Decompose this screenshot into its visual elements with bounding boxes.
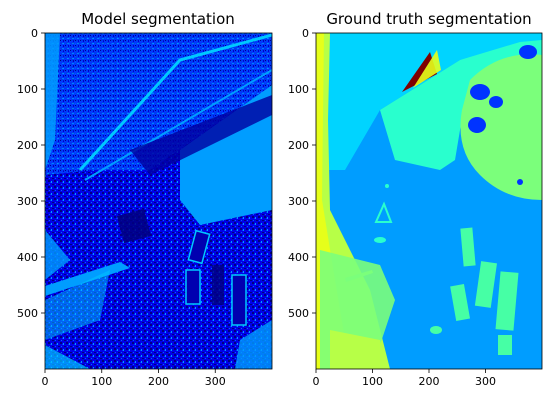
left-x-tick-label: 200 (148, 375, 169, 388)
left-y-tick-label: 100 (17, 83, 38, 96)
ground-truth-panel: Ground truth segmentation (288, 10, 543, 388)
right-y-tick-label: 0 (302, 27, 309, 40)
model-segmentation-panel: Model segmentation (17, 10, 273, 388)
left-x-tick-label: 100 (91, 375, 112, 388)
left-title: Model segmentation (81, 10, 235, 28)
right-title: Ground truth segmentation (326, 10, 531, 28)
right-y-tick-label: 300 (288, 195, 309, 208)
left-ticks: 0 100 200 300 0 100 200 300 400 500 (17, 27, 226, 388)
left-y-tick-label: 200 (17, 139, 38, 152)
right-y-tick-label: 400 (288, 251, 309, 264)
right-y-tick-label: 500 (288, 307, 309, 320)
right-x-tick-label: 0 (313, 375, 320, 388)
ground-truth-image (316, 33, 542, 369)
right-x-tick-label: 300 (475, 375, 496, 388)
right-x-tick-label: 200 (419, 375, 440, 388)
left-y-tick-label: 300 (17, 195, 38, 208)
right-ticks: 0 100 200 300 0 100 200 300 400 500 (288, 27, 496, 388)
right-x-tick-label: 100 (362, 375, 383, 388)
right-y-tick-label: 200 (288, 139, 309, 152)
left-y-tick-label: 400 (17, 251, 38, 264)
left-y-tick-label: 0 (31, 27, 38, 40)
left-y-tick-label: 500 (17, 307, 38, 320)
left-x-tick-label: 0 (42, 375, 49, 388)
right-y-tick-label: 100 (288, 83, 309, 96)
model-segmentation-image (45, 33, 272, 369)
left-x-tick-label: 300 (205, 375, 226, 388)
